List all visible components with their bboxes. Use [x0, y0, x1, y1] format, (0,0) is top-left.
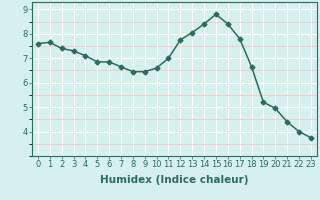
X-axis label: Humidex (Indice chaleur): Humidex (Indice chaleur)	[100, 175, 249, 185]
